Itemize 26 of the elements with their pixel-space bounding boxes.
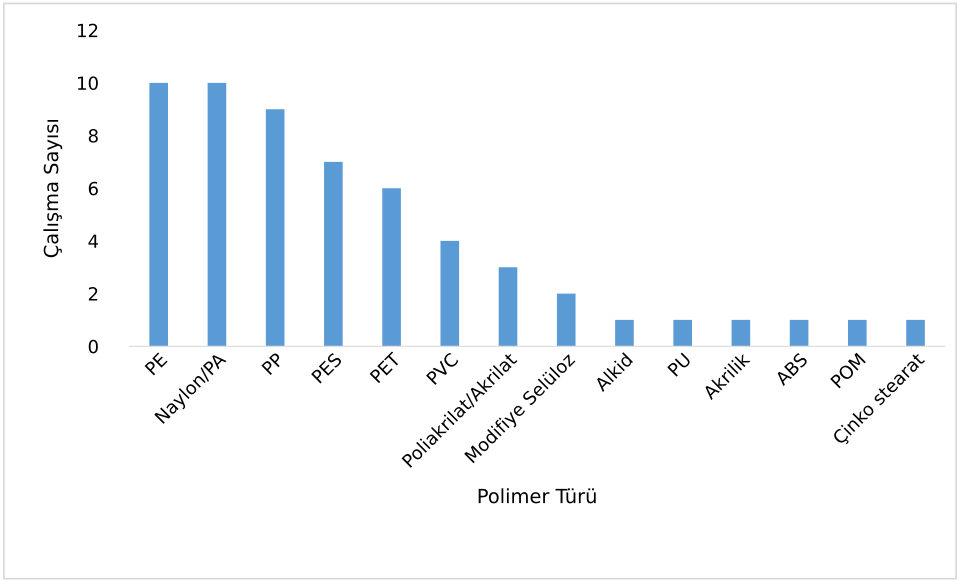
bar [324,162,343,346]
bar [382,188,401,346]
y-tick-label: 12 [78,24,98,38]
bar [732,320,750,346]
bar [440,240,460,346]
bar [556,294,576,346]
y-axis-title: Çalışma Sayısı [43,120,62,258]
y-tick-label: 2 [88,287,98,300]
bar [615,320,634,346]
x-tick-label: PP [261,352,284,375]
y-tick-label: 6 [88,182,98,196]
x-tick-label: PES [310,352,343,384]
bar [266,109,284,346]
bar [906,320,925,346]
y-tick-label: 0 [88,340,98,354]
x-axis-title: Polimer Türü [478,488,596,504]
y-tick-label: 4 [88,234,98,248]
bar [673,320,692,346]
y-tick-label: 10 [78,76,98,90]
x-tick-label: PU [667,352,692,377]
bar [208,82,226,346]
y-tick-label: 8 [88,129,98,143]
bar [790,320,808,346]
bar [149,82,168,346]
bar [848,320,867,346]
bar [498,267,518,346]
